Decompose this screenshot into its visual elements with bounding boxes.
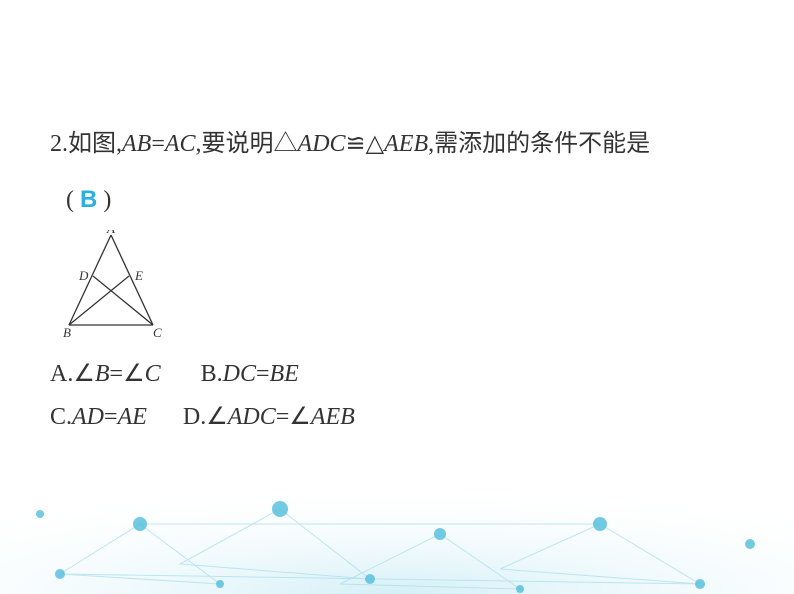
opt-d-v2: AEB (311, 404, 355, 430)
opt-b-v1: DC (223, 361, 256, 387)
background-decoration (0, 454, 794, 594)
opt-a-ang1: ∠ (73, 361, 95, 387)
svg-text:B: B (63, 325, 71, 340)
opt-a-label: A. (50, 361, 73, 387)
geometry-figure: A B C D E (56, 230, 744, 345)
question-line-2: ( B ) (50, 181, 744, 219)
opt-d-v1: ADC (228, 404, 276, 430)
options-row-1: A.∠B=∠CB.DC=BE (50, 353, 744, 396)
svg-text:D: D (78, 268, 89, 283)
opt-b-eq: = (256, 361, 270, 387)
question-block: 2.如图,AB=AC,要说明△ADC≌△AEB,需添加的条件不能是 ( B ) … (50, 125, 744, 439)
q-given-lhs: AB (122, 131, 151, 157)
q-prefix: 如图, (68, 131, 122, 157)
q-number: 2. (50, 131, 68, 157)
opt-d-label: D. (183, 404, 206, 430)
q-cong: ≌ (346, 131, 366, 157)
q-t2: AEB (384, 131, 428, 157)
question-line-1: 2.如图,AB=AC,要说明△ADC≌△AEB,需添加的条件不能是 (50, 125, 744, 163)
answer-letter: B (80, 186, 97, 213)
options-row-2: C.AD=AED.∠ADC=∠AEB (50, 396, 744, 439)
opt-d-eq: = (276, 404, 290, 430)
opt-c-v2: AE (118, 404, 147, 430)
q-suffix: ,需添加的条件不能是 (428, 131, 650, 157)
opt-c-eq: = (104, 404, 118, 430)
opt-a-v2: C (145, 361, 161, 387)
opt-d-ang1: ∠ (206, 404, 228, 430)
opt-a-eq: = (110, 361, 124, 387)
opt-c-v1: AD (72, 404, 104, 430)
opt-c-label: C. (50, 404, 72, 430)
paren-close: ) (103, 187, 111, 213)
svg-text:C: C (153, 325, 162, 340)
q-tri2: △ (366, 131, 384, 157)
opt-b-v2: BE (270, 361, 299, 387)
q-t1: ADC (298, 131, 346, 157)
q-eq1: = (151, 131, 165, 157)
svg-text:E: E (134, 268, 143, 283)
paren-open: ( (66, 187, 74, 213)
opt-a-v1: B (95, 361, 110, 387)
q-given-rhs: AC (165, 131, 196, 157)
triangle-svg: A B C D E (56, 230, 166, 340)
opt-a-ang2: ∠ (123, 361, 145, 387)
svg-text:A: A (106, 230, 115, 236)
q-middle: ,要说明 (196, 131, 274, 157)
opt-d-ang2: ∠ (289, 404, 311, 430)
opt-b-label: B. (201, 361, 223, 387)
q-tri1: △ (274, 131, 298, 157)
